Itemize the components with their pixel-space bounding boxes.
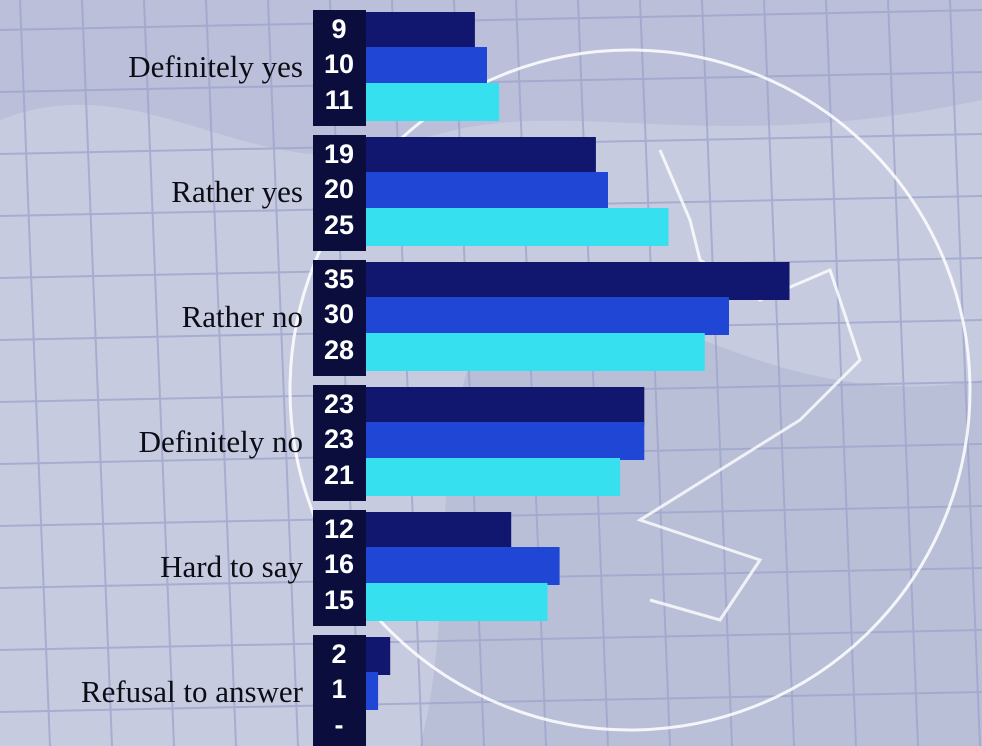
value-label: 23 bbox=[324, 389, 354, 419]
value-label: 10 bbox=[324, 49, 354, 79]
value-label-box bbox=[313, 260, 366, 376]
value-label: 1 bbox=[331, 674, 346, 704]
value-label: 9 bbox=[331, 14, 346, 44]
value-label: 30 bbox=[324, 299, 354, 329]
bar bbox=[366, 583, 548, 621]
grid-decoration bbox=[0, 9, 982, 31]
plot-area: Definitely yes 9 10 11 Rather yes 19 20 25 Rathe… bbox=[81, 10, 790, 746]
value-label: 11 bbox=[325, 85, 354, 115]
bar bbox=[366, 422, 645, 460]
value-label: 15 bbox=[324, 585, 354, 615]
value-label: 21 bbox=[324, 460, 354, 490]
grid-decoration bbox=[949, 0, 981, 746]
grid-decoration bbox=[453, 0, 485, 746]
grid-decoration bbox=[701, 0, 733, 746]
value-label: 23 bbox=[324, 424, 354, 454]
grid-decoration bbox=[391, 0, 423, 746]
bar bbox=[366, 137, 596, 175]
grid-decoration bbox=[825, 0, 857, 746]
bar bbox=[366, 297, 729, 335]
category-label: Hard to say bbox=[160, 549, 303, 584]
value-label-box bbox=[313, 135, 366, 251]
grid-decoration bbox=[205, 0, 237, 746]
value-label: 12 bbox=[324, 514, 354, 544]
value-label: 28 bbox=[324, 335, 354, 365]
grid-decoration bbox=[19, 0, 51, 746]
category-label: Refusal to answer bbox=[81, 674, 304, 709]
emblem-dove bbox=[636, 149, 862, 622]
map-shape bbox=[0, 0, 982, 156]
bar bbox=[366, 637, 391, 675]
emblem-circle bbox=[288, 48, 972, 732]
grid-decoration bbox=[81, 0, 113, 746]
value-label-box bbox=[313, 635, 366, 746]
grid-decoration bbox=[267, 0, 299, 746]
bar bbox=[366, 512, 512, 550]
bar bbox=[366, 172, 608, 210]
bar bbox=[366, 262, 790, 300]
grid-decoration bbox=[143, 0, 175, 746]
category-label: Definitely no bbox=[139, 424, 303, 459]
bar bbox=[366, 387, 645, 425]
grid-decoration bbox=[0, 629, 982, 651]
bar bbox=[366, 47, 487, 85]
bar bbox=[366, 208, 669, 246]
value-label-box bbox=[313, 10, 366, 126]
value-label: 20 bbox=[324, 174, 354, 204]
grid-decoration bbox=[763, 0, 795, 746]
grid-decoration bbox=[515, 0, 547, 746]
category-label: Definitely yes bbox=[128, 49, 303, 84]
value-label-box bbox=[313, 510, 366, 626]
grid-decoration bbox=[887, 0, 919, 746]
value-label: 16 bbox=[324, 549, 354, 579]
bar bbox=[366, 83, 500, 121]
bar bbox=[366, 672, 379, 710]
bar bbox=[366, 547, 560, 585]
value-label: 2 bbox=[331, 639, 346, 669]
bar bbox=[366, 333, 705, 371]
bar bbox=[366, 12, 475, 50]
grid-decoration bbox=[639, 0, 671, 746]
value-label: - bbox=[335, 710, 344, 740]
value-label: 25 bbox=[324, 210, 354, 240]
grid-decoration bbox=[0, 71, 982, 93]
value-label: 19 bbox=[324, 139, 354, 169]
grid-decoration bbox=[577, 0, 609, 746]
bar bbox=[366, 458, 621, 496]
category-label: Rather no bbox=[182, 299, 303, 334]
value-label: 35 bbox=[324, 264, 354, 294]
grid-decoration bbox=[0, 691, 982, 713]
category-label: Rather yes bbox=[171, 174, 303, 209]
value-label-box bbox=[313, 385, 366, 501]
